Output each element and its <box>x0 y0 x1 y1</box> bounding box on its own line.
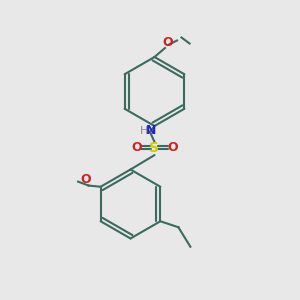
Text: O: O <box>162 36 173 49</box>
Text: O: O <box>80 173 91 186</box>
Text: N: N <box>146 124 157 137</box>
Text: H: H <box>140 125 148 136</box>
Text: O: O <box>167 141 178 154</box>
Text: S: S <box>149 142 160 155</box>
Text: O: O <box>131 141 142 154</box>
